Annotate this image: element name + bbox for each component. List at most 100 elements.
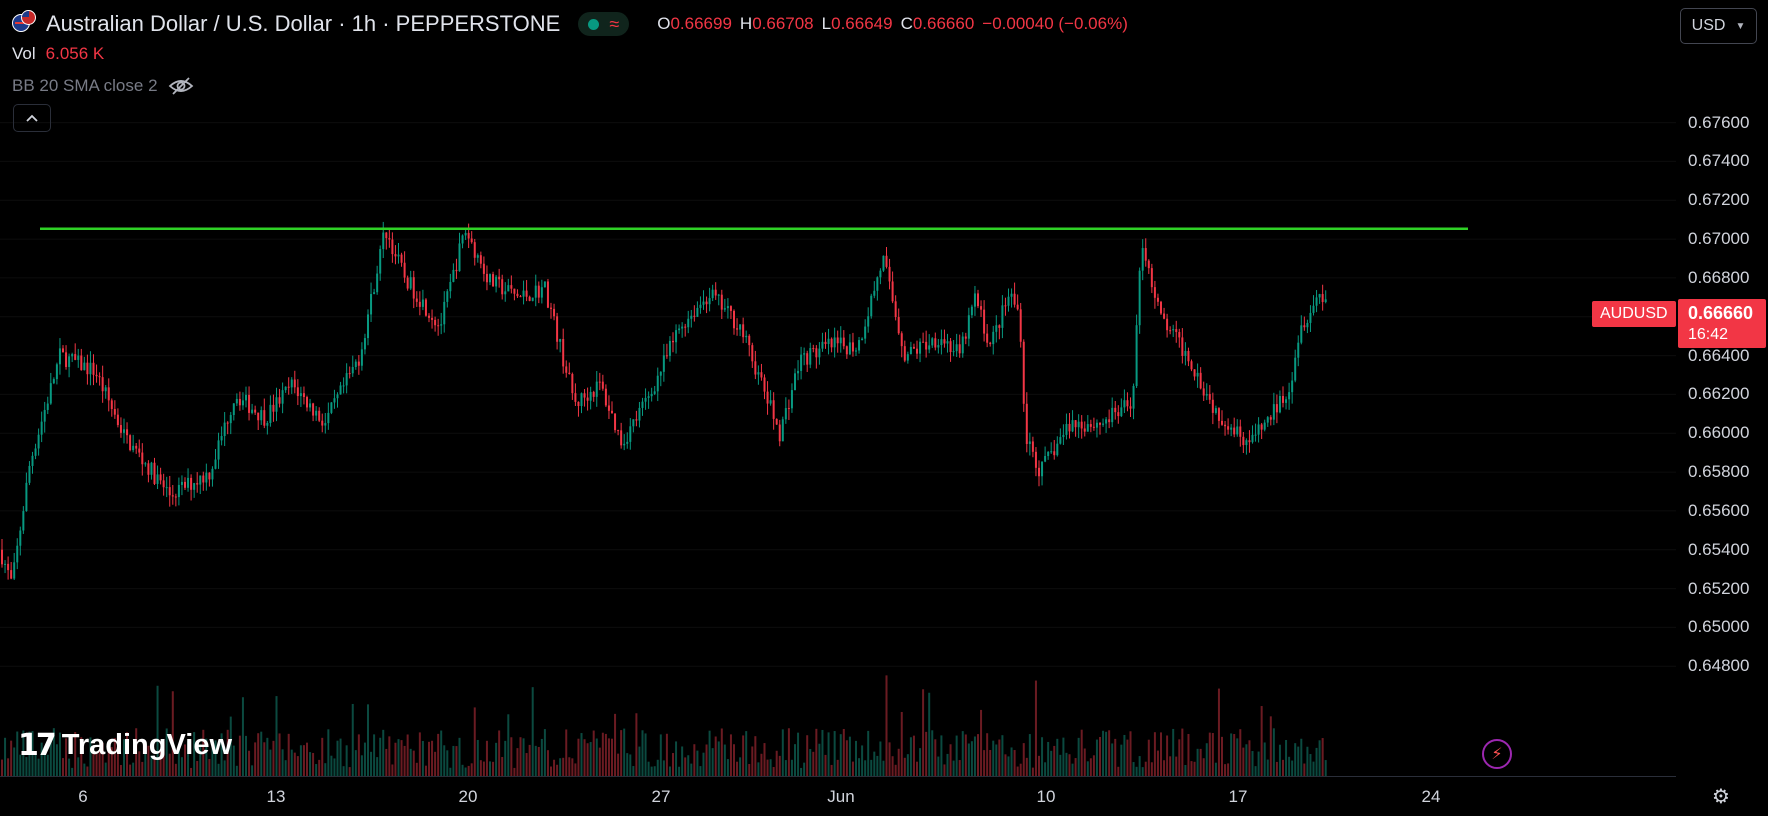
volume-bar: [248, 750, 251, 776]
candle-body: [98, 376, 101, 378]
settings-gear-icon[interactable]: ⚙: [1712, 785, 1730, 808]
volume-bar: [135, 728, 138, 776]
volume-bar: [931, 730, 934, 776]
candle-body: [129, 435, 132, 451]
candle-body: [519, 296, 522, 298]
volume-bar: [418, 732, 421, 776]
candle-body: [1193, 369, 1196, 377]
time-tick-label: 24: [1421, 787, 1441, 806]
tradingview-logo[interactable]: 17 TradingView: [18, 728, 232, 763]
volume-bar: [1294, 743, 1297, 776]
candle-body: [309, 403, 312, 408]
candle-body: [144, 463, 147, 465]
volume-bar: [937, 756, 940, 776]
collapse-legend-button[interactable]: [13, 104, 51, 132]
time-axis[interactable]: 6 13 20 27 Jun 10 17 24: [0, 776, 1676, 816]
candle-body: [720, 294, 723, 310]
candle-body: [147, 463, 150, 475]
volume-bar: [757, 762, 760, 776]
volume-bar: [888, 742, 891, 776]
volume-bar: [1303, 763, 1306, 776]
volume-bar: [516, 748, 519, 776]
volume-legend[interactable]: Vol 6.056 K: [12, 44, 104, 64]
indicator-legend[interactable]: BB 20 SMA close 2: [12, 76, 194, 96]
price-chart[interactable]: [0, 0, 1676, 776]
volume-bar: [144, 743, 147, 776]
candle-body: [1016, 304, 1019, 310]
volume-bar: [1059, 754, 1062, 776]
volume-bar: [1214, 762, 1217, 776]
volume-bar: [601, 732, 604, 776]
volume-bar: [437, 733, 440, 776]
price-tick-label: 0.65000: [1688, 617, 1750, 637]
volume-bar: [1275, 761, 1278, 776]
candle-body: [437, 325, 440, 327]
candle-body: [672, 340, 674, 343]
symbol-title[interactable]: Australian Dollar / U.S. Dollar · 1h · P…: [46, 11, 561, 36]
candle-body: [89, 362, 92, 375]
volume-bar: [729, 734, 732, 776]
candle-body: [1135, 325, 1138, 386]
volume-bar: [98, 751, 101, 776]
candle-body: [1282, 395, 1284, 403]
candle-body: [1013, 293, 1016, 305]
currency-select[interactable]: USD ▼: [1680, 8, 1757, 44]
volume-bar: [199, 744, 202, 776]
candle-body: [1315, 297, 1318, 306]
candle-body: [1, 549, 3, 565]
candle-body: [1208, 394, 1211, 400]
candle-body: [1297, 342, 1300, 358]
candle-body: [1181, 337, 1184, 356]
candle-body: [1041, 461, 1044, 477]
candle-body: [1132, 385, 1135, 409]
candle-body: [278, 397, 281, 404]
candle-body: [647, 396, 650, 398]
chart-grid: [0, 122, 1676, 667]
price-tick-label: 0.65200: [1688, 578, 1750, 598]
volume-bar: [80, 737, 83, 776]
candle-body: [809, 348, 812, 365]
candle-body: [31, 455, 34, 466]
volume-bar: [373, 734, 376, 776]
price-tick-label: 0.66800: [1688, 267, 1750, 287]
volume-bar: [714, 736, 717, 776]
candle-body: [492, 274, 495, 287]
volume-bar: [1196, 748, 1199, 776]
candle-body: [1288, 392, 1291, 400]
volume-bar: [174, 763, 177, 776]
volume-bar: [1013, 750, 1016, 776]
volume-bar: [272, 740, 275, 776]
volume-bar: [1233, 734, 1236, 776]
volume-bar: [1034, 680, 1037, 776]
candle-body: [351, 366, 354, 374]
candle-body: [714, 289, 717, 296]
candle-body: [839, 337, 842, 344]
candle-body: [220, 436, 223, 441]
eye-crossed-icon[interactable]: [168, 76, 194, 96]
candle-body: [476, 255, 479, 258]
market-status-pill[interactable]: ≈: [578, 12, 630, 36]
volume-bar: [580, 733, 583, 776]
tradingview-mark-icon: 17: [18, 728, 57, 763]
volume-bar: [13, 747, 16, 776]
candle-body: [952, 351, 955, 353]
volume-bar: [617, 753, 620, 776]
volume-bar: [604, 733, 607, 776]
volume-bar: [751, 746, 754, 776]
candle-body: [1272, 404, 1275, 420]
volume-bar: [71, 767, 74, 776]
candle-body: [211, 468, 214, 480]
volume-bar: [1010, 747, 1013, 776]
volume-bar: [851, 761, 854, 776]
volume-bar: [28, 731, 31, 776]
candle-body: [119, 425, 122, 433]
candle-body: [964, 336, 967, 339]
candle-body: [135, 445, 138, 449]
volume-bar: [34, 753, 37, 776]
volume-bar: [559, 758, 562, 776]
volume-bar: [275, 696, 278, 776]
flash-icon[interactable]: ⚡: [1482, 739, 1512, 769]
price-axis[interactable]: 0.67600 0.67400 0.67200 0.67000 0.66800 0.666…: [1676, 0, 1768, 776]
volume-bar: [784, 760, 787, 776]
volume-bar: [1068, 754, 1071, 776]
